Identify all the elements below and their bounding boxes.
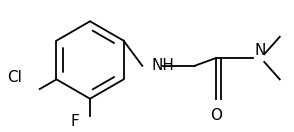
Text: Cl: Cl (7, 70, 22, 85)
Text: O: O (210, 108, 222, 123)
Text: NH: NH (151, 58, 174, 73)
Text: F: F (70, 114, 79, 129)
Text: N: N (255, 43, 266, 58)
